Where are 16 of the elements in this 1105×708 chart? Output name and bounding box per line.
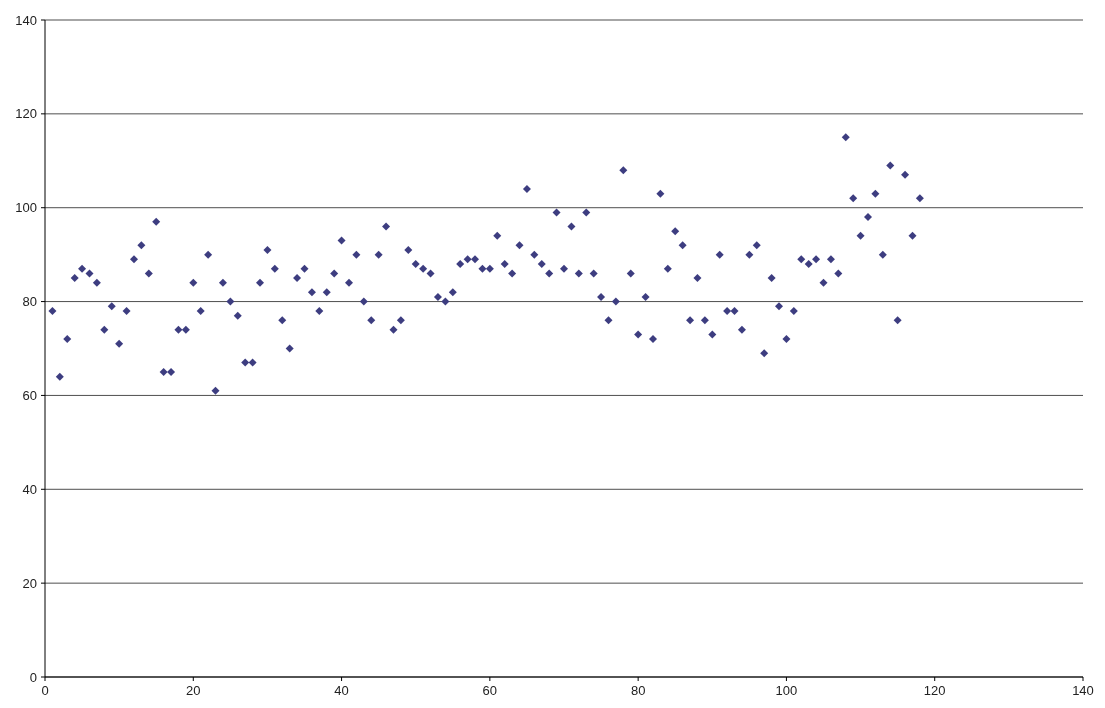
y-tick-label: 120: [15, 106, 37, 122]
y-tick-label: 40: [22, 481, 37, 497]
x-tick-label: 100: [775, 683, 798, 698]
x-tick-label: 140: [1072, 683, 1094, 698]
y-tick-label: 20: [22, 575, 37, 591]
x-tick-label: 120: [923, 683, 946, 698]
y-tick-label: 140: [15, 12, 37, 28]
y-tick-label: 60: [22, 387, 37, 403]
x-tick-label: 0: [41, 683, 49, 698]
y-tick-label: 100: [15, 200, 37, 216]
x-tick-label: 40: [334, 683, 349, 698]
x-tick-label: 80: [630, 683, 646, 698]
y-tick-label: 80: [22, 294, 37, 310]
y-tick-label: 0: [29, 669, 37, 685]
x-tick-label: 20: [186, 683, 201, 698]
x-tick-label: 60: [482, 683, 498, 698]
